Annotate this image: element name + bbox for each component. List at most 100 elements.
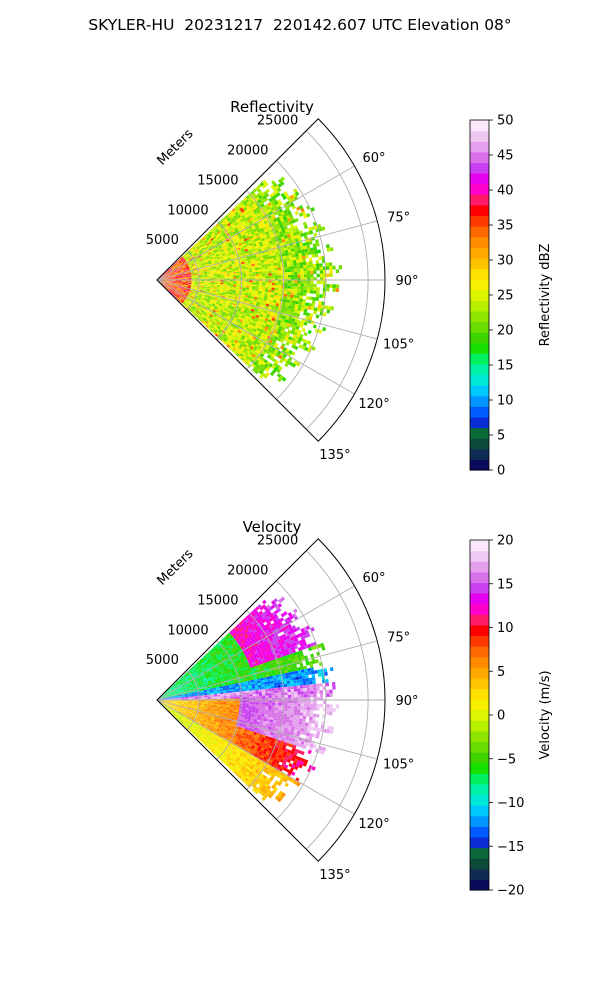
field-cell (323, 305, 328, 310)
field-cell (175, 266, 179, 269)
field-cell (254, 307, 259, 311)
field-cell (312, 243, 317, 248)
field-cell (197, 241, 201, 245)
field-cell (191, 249, 195, 253)
field-cell (271, 270, 275, 274)
field-cell (223, 272, 227, 275)
field-cell (236, 283, 240, 286)
field-cell (230, 227, 235, 231)
field-cell (210, 276, 215, 278)
field-cell (172, 277, 176, 279)
field-cell (229, 272, 234, 275)
field-cell (181, 277, 186, 278)
field-cell (230, 275, 234, 278)
field-cell (246, 276, 250, 279)
field-cell (166, 270, 170, 273)
field-cell (239, 303, 243, 307)
field-cell (284, 269, 288, 273)
field-cell (217, 259, 221, 262)
field-cell (192, 265, 196, 267)
field-cell (207, 285, 211, 287)
field-cell (209, 291, 213, 294)
field-cell (207, 259, 211, 262)
field-cell (286, 322, 291, 327)
field-cell (261, 293, 265, 297)
field-cell (309, 260, 313, 265)
field-cell (232, 267, 236, 270)
colorbar-swatch (470, 406, 489, 418)
field-cell (190, 270, 194, 273)
field-cell (271, 275, 276, 278)
field-cell (171, 273, 175, 275)
field-cell (180, 263, 184, 266)
field-cell (281, 239, 286, 243)
field-cell (242, 253, 247, 257)
field-cell (309, 313, 314, 318)
field-cell (207, 282, 211, 284)
field-cell (199, 244, 203, 248)
field-cell (247, 218, 252, 223)
field-cell (202, 290, 207, 293)
field-cell (211, 240, 216, 244)
field-cell (251, 294, 255, 297)
field-cell (175, 276, 179, 278)
field-cell (256, 234, 261, 239)
field-cell (289, 300, 293, 304)
field-cell (213, 275, 218, 277)
field-cell (316, 266, 320, 271)
field-cell (183, 269, 187, 271)
field-cell (201, 242, 206, 246)
field-cell (198, 255, 202, 259)
field-cell (308, 226, 313, 232)
field-cell (203, 288, 207, 290)
field-cell (277, 264, 281, 268)
field-cell (296, 243, 301, 248)
field-cell (218, 264, 223, 268)
field-cell (256, 227, 261, 231)
field-cell (216, 286, 221, 289)
field-cell (269, 301, 273, 305)
field-cell (161, 274, 165, 277)
field-cell (195, 244, 199, 248)
field-cell (165, 269, 169, 272)
field-cell (214, 296, 219, 299)
field-cell (291, 303, 296, 307)
field-cell (165, 278, 170, 279)
field-cell (262, 218, 267, 222)
field-cell (176, 269, 181, 272)
field-cell (236, 280, 240, 283)
field-cell (187, 284, 192, 286)
field-cell (223, 270, 227, 272)
field-cell (211, 261, 215, 264)
field-cell (256, 203, 261, 208)
field-cell (303, 280, 308, 284)
field-cell (169, 278, 173, 280)
field-cell (223, 223, 228, 227)
field-cell (222, 233, 227, 237)
field-cell (209, 289, 214, 291)
field-cell (225, 265, 229, 268)
field-cell (244, 308, 248, 312)
field-cell (247, 231, 252, 235)
field-cell (268, 270, 272, 274)
field-cell (172, 277, 176, 279)
field-cell (181, 277, 186, 279)
field-cell (240, 259, 245, 263)
field-cell (315, 314, 320, 319)
field-cell (164, 272, 167, 275)
field-cell (233, 281, 237, 284)
field-cell (256, 299, 261, 303)
field-cell (306, 270, 311, 275)
field-cell (293, 309, 298, 314)
field-cell (215, 265, 220, 268)
field-cell (225, 302, 230, 306)
field-cell (167, 273, 171, 275)
field-cell (213, 283, 218, 286)
field-cell (252, 226, 257, 231)
field-cell (259, 233, 264, 238)
field-cell (168, 284, 172, 286)
field-cell (172, 278, 176, 280)
field-cell (182, 259, 186, 263)
field-cell (204, 252, 208, 256)
field-cell (255, 186, 260, 191)
